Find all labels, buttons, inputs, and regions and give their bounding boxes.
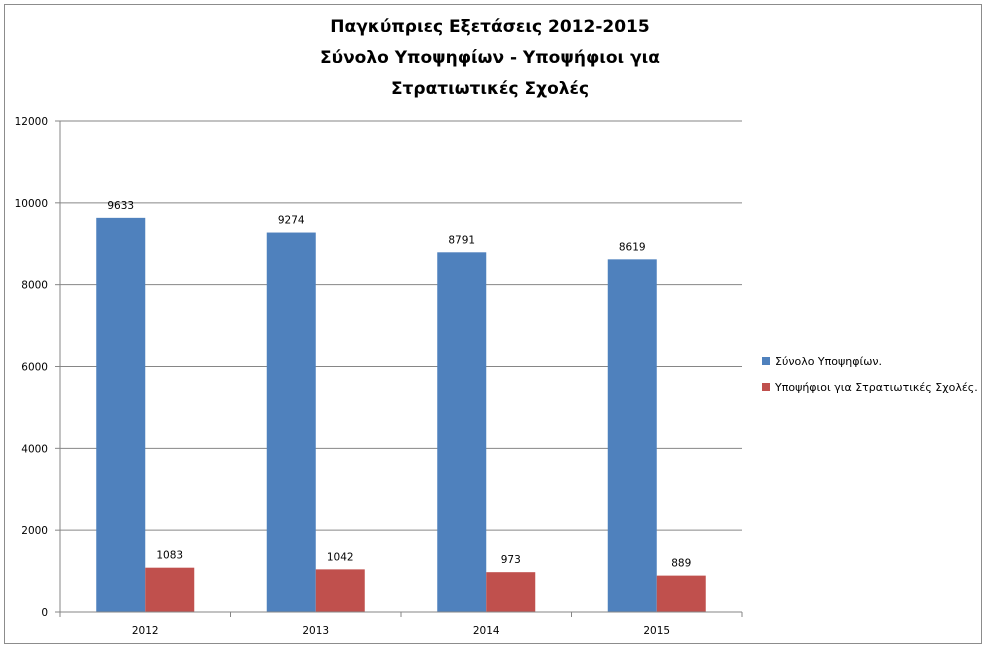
data-label: 889 [671, 558, 691, 570]
x-tick-label: 2015 [643, 625, 670, 637]
data-labels: 9633 1083 9274 1042 8791 973 8619 889 [107, 200, 691, 570]
bar-total-2015 [607, 259, 657, 612]
y-tick-label: 8000 [21, 280, 48, 292]
chart-frame [4, 4, 982, 644]
x-tick-label: 2013 [302, 625, 329, 637]
bar-military-2013 [315, 569, 365, 612]
data-label: 9274 [278, 215, 305, 227]
y-tick-label: 0 [41, 607, 48, 619]
y-tick-label: 10000 [15, 198, 48, 210]
y-tick-label: 6000 [21, 362, 48, 374]
chart-title-line-1: Παγκύπριες Εξετάσεις 2012-2015 [330, 17, 650, 37]
chart-title-line-2: Σύνολο Υποψηφίων - Υποψήφιοι για [320, 48, 660, 68]
bars [96, 217, 706, 613]
legend-swatch [762, 357, 770, 365]
bar-total-2012 [96, 217, 146, 613]
legend-swatch [762, 383, 770, 391]
data-label: 9633 [107, 200, 134, 212]
y-tick-label: 12000 [15, 116, 48, 128]
bar-military-2014 [486, 572, 536, 612]
legend-label: Σύνολο Υποψηφίων. [775, 355, 882, 368]
x-tick-label: 2012 [132, 625, 159, 637]
legend-label: Υποψήφιοι για Στρατιωτικές Σχολές. [774, 381, 978, 394]
chart-title: Παγκύπριες Εξετάσεις 2012-2015 Σύνολο Υπ… [230, 12, 750, 105]
y-tick-label: 2000 [21, 525, 48, 537]
bar-total-2014 [437, 252, 487, 613]
legend: Σύνολο Υποψηφίων. Υποψήφιοι για Στρατιωτι… [762, 355, 978, 394]
x-tick-label: 2014 [473, 625, 500, 637]
data-label: 973 [501, 554, 521, 566]
data-label: 8619 [619, 241, 646, 253]
data-label: 1042 [327, 551, 354, 563]
bar-military-2015 [656, 575, 706, 612]
bar-military-2012 [145, 567, 195, 612]
data-label: 1083 [156, 550, 183, 562]
chart-title-line-3: Στρατιωτικές Σχολές [390, 79, 590, 99]
data-label: 8791 [448, 234, 475, 246]
bar-total-2013 [266, 232, 316, 613]
y-tick-label: 4000 [21, 443, 48, 455]
axes: 0 2000 4000 6000 8000 10000 12000 2012 2013 2014 2… [15, 116, 743, 637]
